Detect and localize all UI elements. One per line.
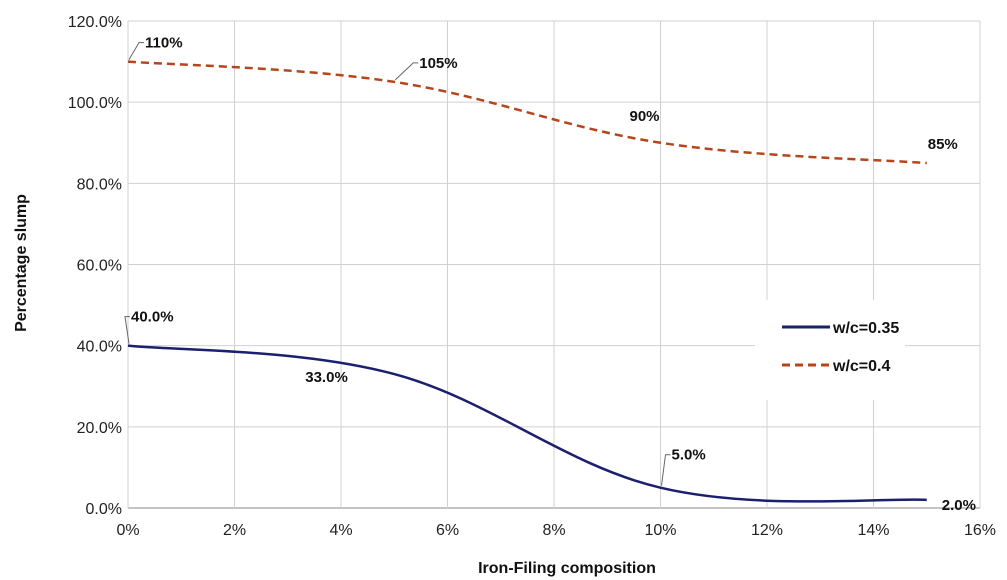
y-tick-label: 40.0% [77, 339, 122, 356]
data-label: 85% [928, 136, 958, 153]
legend-label-wc035: w/c=0.35 [832, 320, 899, 337]
x-tick-label: 12% [751, 522, 783, 539]
axes: 0.0% 20.0% 40.0% 60.0% 80.0% 100.0% 120.0% 0% 2%… [68, 14, 996, 539]
x-tick-label: 14% [857, 522, 889, 539]
x-tick-label: 6% [436, 522, 459, 539]
legend-background [755, 300, 905, 400]
y-tick-label: 100.0% [68, 95, 122, 112]
x-tick-label: 2% [223, 522, 246, 539]
grid [127, 20, 981, 509]
x-tick-label: 10% [644, 522, 676, 539]
data-label: 2.0% [942, 497, 976, 514]
y-tick-label: 20.0% [77, 420, 122, 437]
y-tick-label: 0.0% [86, 501, 122, 518]
y-tick-label: 80.0% [77, 176, 122, 193]
x-tick-label: 0% [116, 522, 139, 539]
y-tick-label: 120.0% [68, 14, 122, 31]
legend-label-wc04: w/c=0.4 [832, 358, 890, 375]
y-tick-label: 60.0% [77, 258, 122, 275]
data-labels: 40.0% 33.0% 5.0% 2.0% 110% 105% 90% 85% [124, 35, 976, 514]
x-axis-title: Iron-Filing composition [478, 560, 656, 577]
series-line-wc035 [127, 344, 927, 503]
data-label: 33.0% [305, 369, 348, 386]
series-line-wc04 [127, 60, 927, 165]
series-lines [127, 60, 927, 503]
data-label: 110% [145, 35, 183, 52]
x-tick-label: 8% [542, 522, 565, 539]
x-tick-label: 16% [964, 522, 996, 539]
y-axis-title: Percentage slump [13, 194, 30, 332]
x-tick-label: 4% [329, 522, 352, 539]
data-label-leader [661, 454, 671, 486]
data-label-leader [394, 62, 419, 81]
data-label: 90% [630, 108, 660, 125]
data-label: 5.0% [672, 447, 706, 464]
data-label: 105% [419, 55, 457, 72]
legend: w/c=0.35 w/c=0.4 [755, 300, 905, 400]
data-label-leader [124, 316, 130, 344]
data-label-leader [128, 42, 144, 60]
data-label: 40.0% [131, 309, 174, 326]
